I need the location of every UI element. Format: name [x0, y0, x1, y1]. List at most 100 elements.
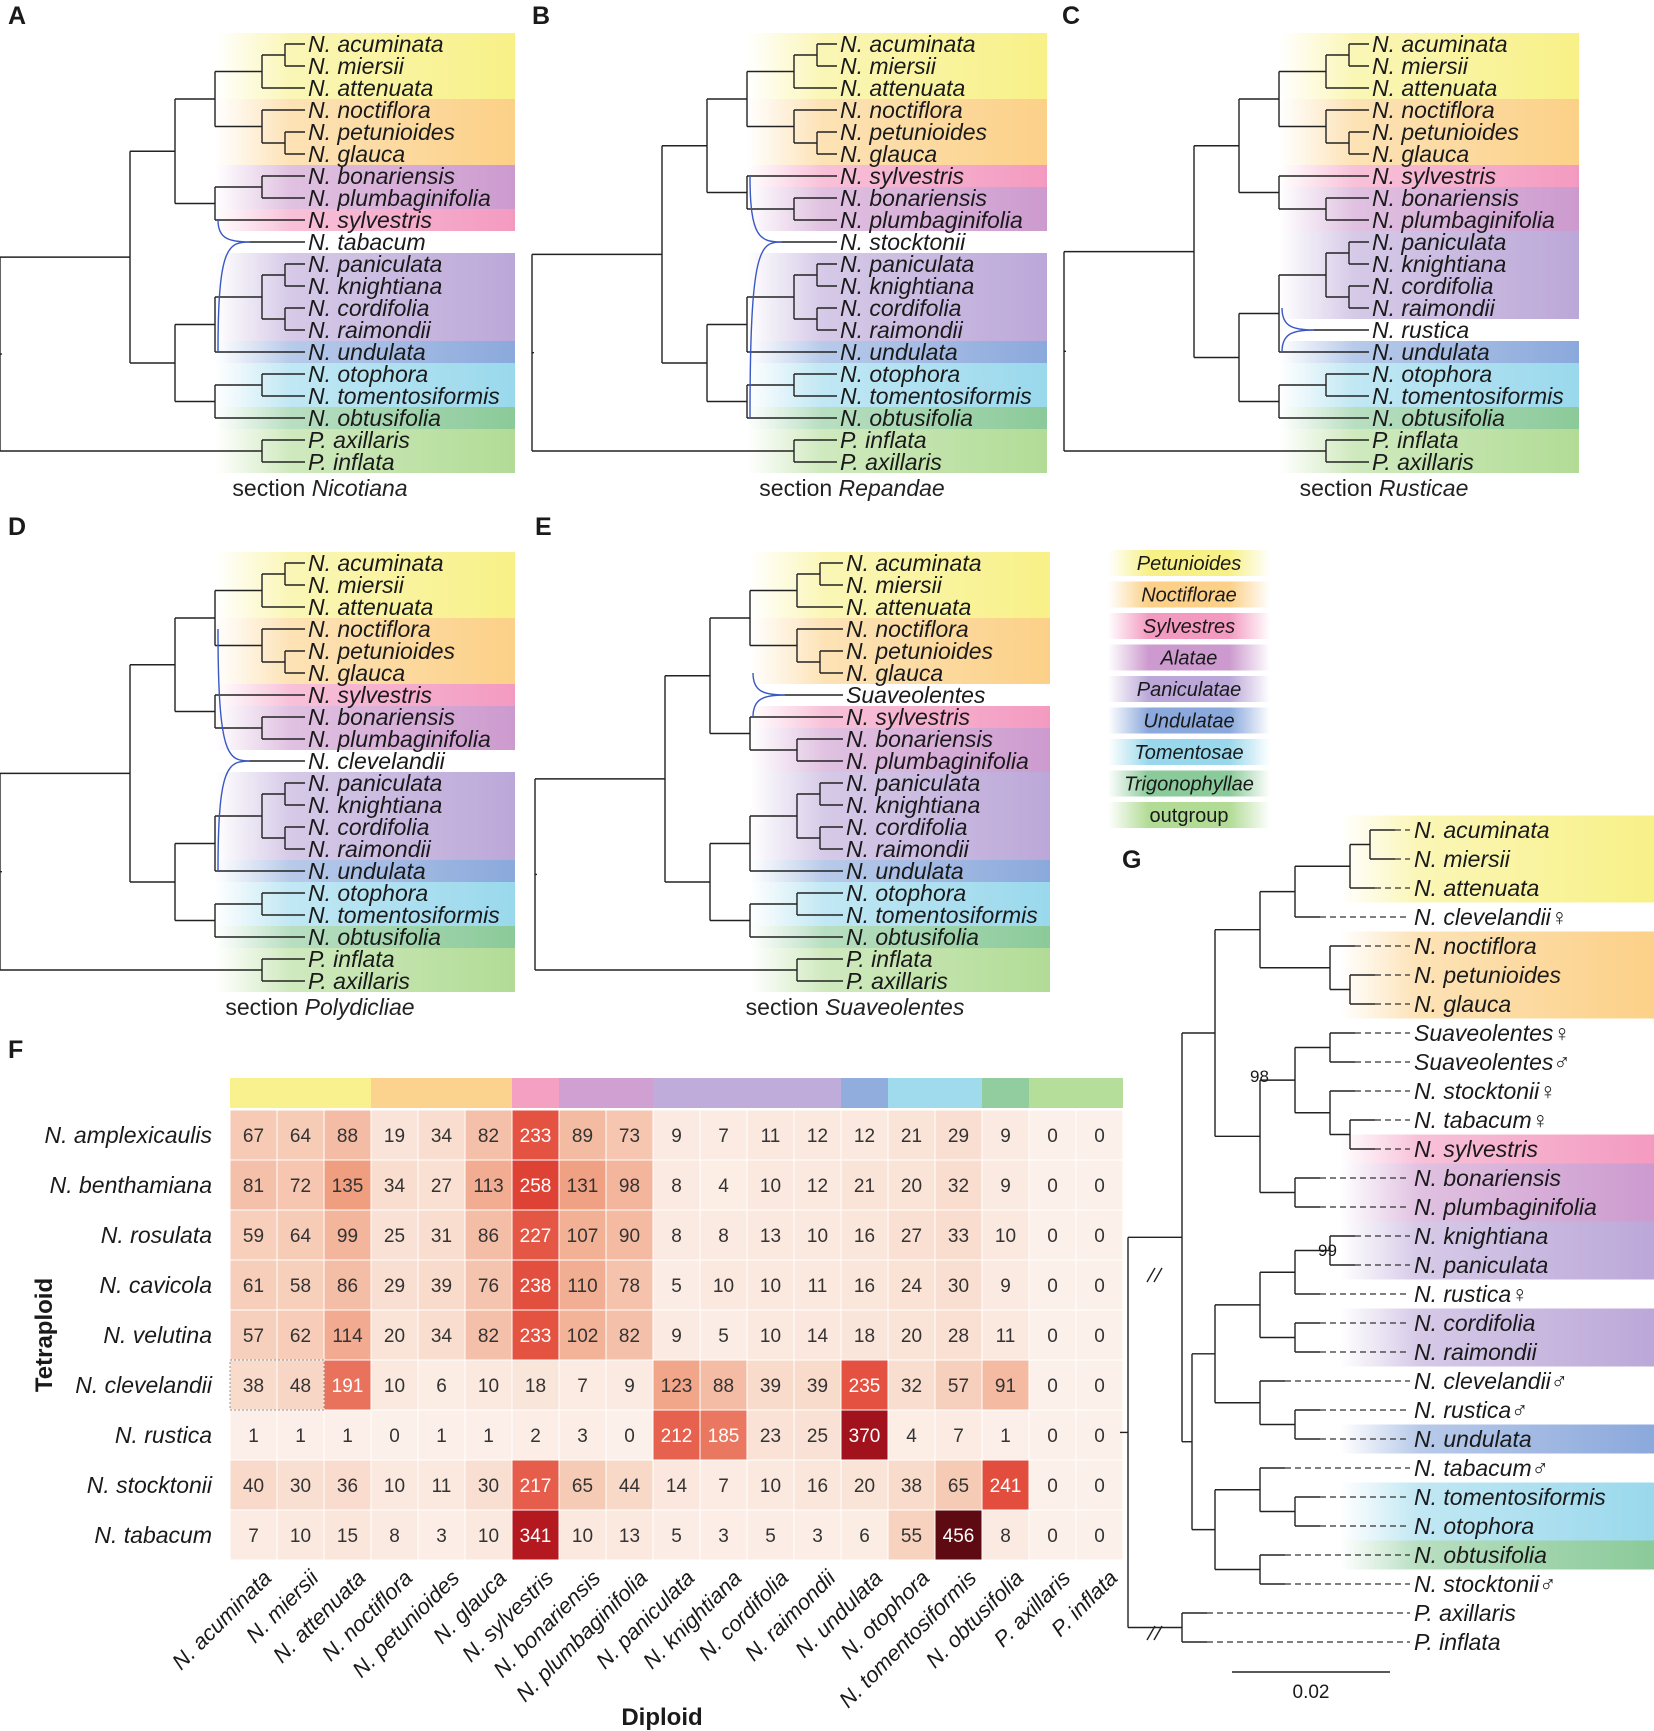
heatmap-value: 10 [384, 1476, 405, 1497]
leaf-label: N. miersii [846, 572, 943, 598]
clade-band-alatae [215, 165, 515, 187]
heatmap-value: 62 [290, 1326, 311, 1347]
heatmap-value: 82 [619, 1326, 640, 1347]
legend-swatch-undulatae [1108, 707, 1270, 734]
leaf-label: N. glauca [846, 660, 943, 686]
heatmap-value: 107 [567, 1226, 599, 1247]
clade-band-noctiflorae [750, 662, 1050, 684]
heatmap-cell [1075, 1109, 1124, 1161]
leaf-label: N. attenuata [1372, 75, 1497, 101]
leaf-label: N. acuminata [846, 550, 982, 576]
clade-band-undulatae [750, 860, 1050, 882]
heatmap-value: 9 [1000, 1276, 1011, 1297]
leaf-label: N. obtusifolia [1414, 1542, 1547, 1568]
clade-band-tomentosae [215, 904, 515, 926]
heatmap-cell [1028, 1509, 1077, 1561]
heatmap-value: 30 [948, 1276, 969, 1297]
heatmap-value: 7 [718, 1476, 729, 1497]
leaf-label: N. raimondii [1372, 295, 1496, 321]
heatmap-value: 5 [671, 1526, 682, 1547]
clade-band-sylvestres [215, 209, 515, 231]
heatmap-value: 39 [760, 1376, 781, 1397]
heatmap-value: 8 [389, 1526, 400, 1547]
heatmap-value: 8 [671, 1226, 682, 1247]
leaf-label: N. attenuata [840, 75, 965, 101]
heatmap-value: 0 [1094, 1226, 1105, 1247]
leaf-label: N. raimondii [1414, 1339, 1538, 1365]
heatmap-cell [229, 1409, 278, 1461]
leaf-label: P. axillaris [846, 968, 948, 994]
heatmap-value: 18 [525, 1376, 546, 1397]
clade-band-alatae [215, 706, 515, 728]
heatmap-cell [840, 1159, 889, 1211]
leaf-label: N. acuminata [840, 31, 976, 57]
heatmap-value: 0 [1094, 1376, 1105, 1397]
heatmap-cell [1075, 1359, 1124, 1411]
clade-band-undulatae [747, 341, 1047, 363]
heatmap-cell [605, 1209, 654, 1261]
reticulation-edge [1281, 329, 1315, 353]
caption-section-name: Nicotiana [312, 475, 408, 501]
clade-band-trigonophyllae [750, 926, 1050, 948]
clade-band-petunioides [215, 596, 515, 618]
leaf-label: N. tabacum♀ [1414, 1107, 1549, 1133]
clade-band-tomentosae [747, 363, 1047, 385]
heatmap-value: 14 [666, 1476, 688, 1497]
heatmap-cell [746, 1309, 795, 1361]
legend-label: Trigonophyllae [1124, 774, 1254, 796]
leaf-label: N. otophora [846, 880, 966, 906]
heatmap-row-label: N. rosulata [101, 1222, 212, 1248]
heatmap-value: 21 [901, 1126, 922, 1147]
leaf-label: N. undulata [1414, 1426, 1532, 1452]
panel-caption: section Nicotiana [232, 475, 407, 501]
clade-band-paniculatae [215, 275, 515, 297]
reticulation-edge [217, 760, 251, 872]
heatmap-cell [276, 1109, 325, 1161]
leaf-label: N. attenuata [308, 75, 433, 101]
leaf-label: N. raimondii [308, 836, 432, 862]
leaf-label: N. glauca [1372, 141, 1469, 167]
clade-band-trigonophyllae [215, 407, 515, 429]
heatmap-cell [464, 1109, 513, 1161]
heatmap-cell [981, 1459, 1030, 1511]
heatmap-cell [511, 1509, 560, 1561]
clade-band-trigonophyllae [747, 407, 1047, 429]
heatmap-cell [1028, 1159, 1077, 1211]
heatmap-value: 10 [572, 1526, 593, 1547]
leaf-label: N. undulata [840, 339, 958, 365]
leaf-label: Suaveolentes♂ [1414, 1049, 1571, 1075]
column-group-strip [841, 1078, 888, 1108]
leaf-label: Suaveolentes [846, 682, 986, 708]
tree-branches [0, 43, 1410, 1673]
heatmap-value: 0 [1047, 1226, 1058, 1247]
heatmap-value: 10 [760, 1276, 781, 1297]
heatmap-cell [605, 1459, 654, 1511]
leaf-label: N. noctiflora [308, 616, 431, 642]
leaf-label: N. cordifolia [1414, 1310, 1535, 1336]
heatmap-cell [464, 1359, 513, 1411]
heatmap-cell [699, 1159, 748, 1211]
heatmap-cell [276, 1209, 325, 1261]
leaf-label: N. plumbaginifolia [1414, 1194, 1597, 1220]
leaf-label: N. obtusifolia [840, 405, 973, 431]
leaf-label: N. obtusifolia [846, 924, 979, 950]
heatmap-row-label: N. amplexicaulis [45, 1122, 213, 1148]
heatmap-cell [558, 1209, 607, 1261]
clade-band-outgroup [750, 970, 1050, 992]
legend-label: Alatae [1160, 648, 1218, 670]
leaf-label: N. noctiflora [840, 97, 963, 123]
clade-band-alatae [215, 187, 515, 209]
leaf-label: N. tomentosiformis [1414, 1484, 1606, 1510]
clade-band-alatae [750, 750, 1050, 772]
leaf-label: N. cordifolia [308, 814, 429, 840]
leaf-label: N. petunioides [840, 119, 988, 145]
heatmap-value: 0 [1094, 1476, 1105, 1497]
heatmap-cell [934, 1309, 983, 1361]
heatmap-row-label: N. stocktonii [87, 1472, 213, 1498]
heatmap-value: 0 [1094, 1276, 1105, 1297]
clade-band-paniculatae [747, 319, 1047, 341]
panel-letter: E [535, 513, 552, 541]
heatmap-value: 11 [432, 1476, 452, 1497]
leaf-label: N. stocktonii♀ [1414, 1078, 1557, 1104]
heatmap-cell [981, 1259, 1030, 1311]
